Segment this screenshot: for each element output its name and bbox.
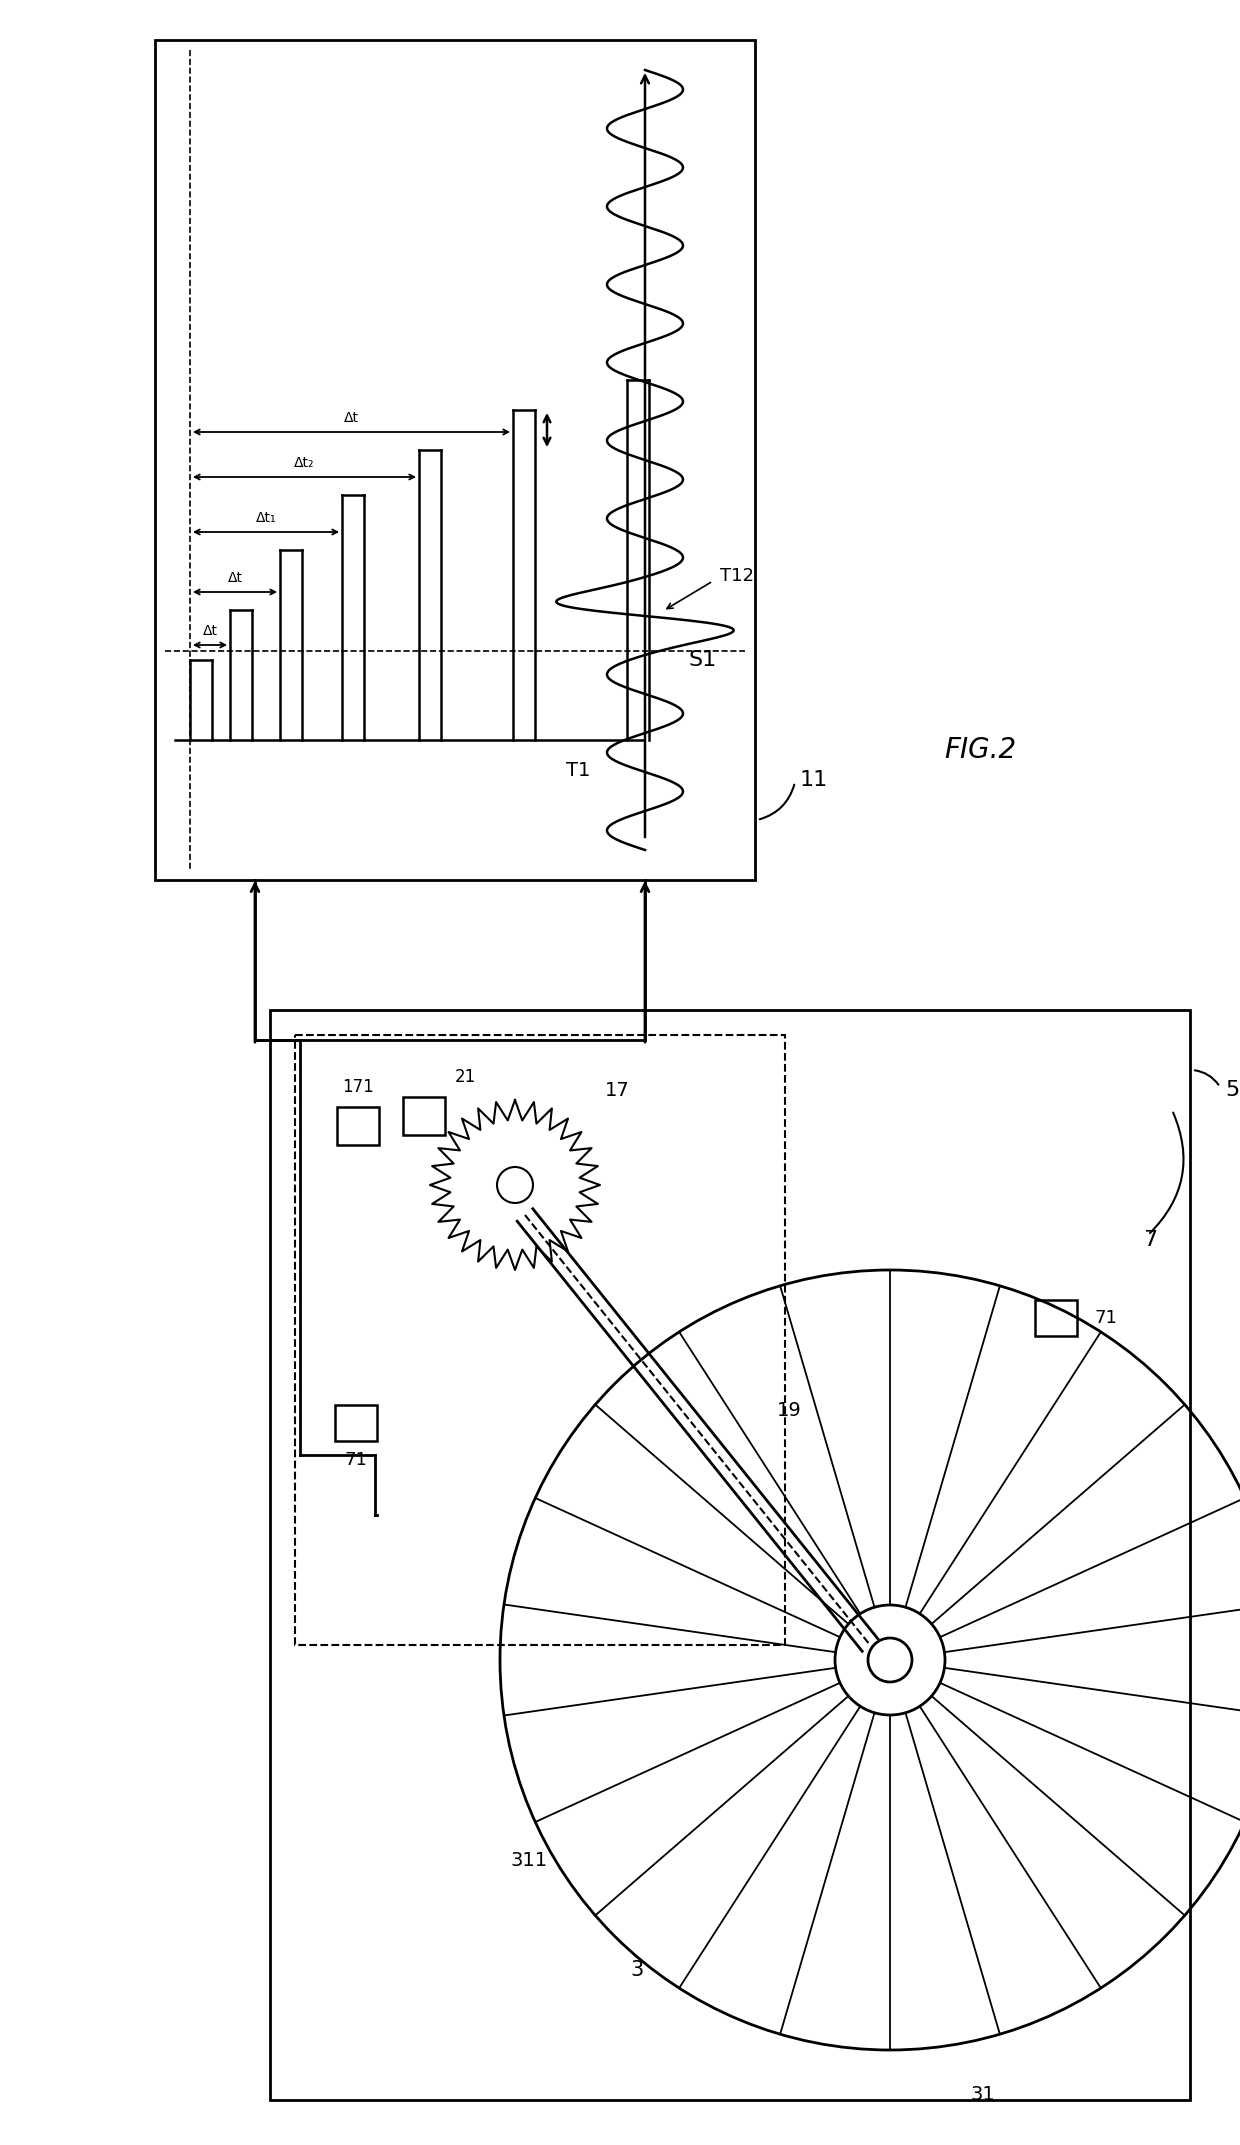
Text: 5: 5 xyxy=(1225,1079,1239,1100)
Text: T12: T12 xyxy=(720,566,754,586)
Text: Δt₁: Δt₁ xyxy=(255,511,277,526)
Text: 19: 19 xyxy=(777,1401,802,1420)
Text: Δt: Δt xyxy=(343,412,360,425)
Text: T1: T1 xyxy=(565,761,590,779)
Text: 17: 17 xyxy=(605,1081,630,1100)
Text: 311: 311 xyxy=(510,1851,547,1870)
Text: 7: 7 xyxy=(1143,1229,1157,1251)
Text: 11: 11 xyxy=(800,770,828,789)
Text: 3: 3 xyxy=(630,1961,644,1980)
Text: 21: 21 xyxy=(455,1068,476,1085)
Bar xyxy=(155,41,755,879)
Text: Δt: Δt xyxy=(202,624,217,637)
Text: Δt₂: Δt₂ xyxy=(294,457,315,470)
Bar xyxy=(295,1036,785,1645)
Text: 71: 71 xyxy=(345,1450,367,1469)
Text: 71: 71 xyxy=(1095,1308,1118,1328)
Bar xyxy=(403,1096,445,1135)
Bar xyxy=(1035,1300,1078,1336)
Circle shape xyxy=(868,1639,911,1682)
Bar xyxy=(337,1107,379,1145)
Text: 31: 31 xyxy=(970,2085,994,2104)
Text: S1: S1 xyxy=(689,650,717,669)
Bar xyxy=(335,1405,377,1441)
Bar xyxy=(270,1010,1190,2100)
Text: 171: 171 xyxy=(342,1079,374,1096)
Text: FIG.2: FIG.2 xyxy=(944,736,1016,764)
Text: Δt: Δt xyxy=(227,571,243,586)
